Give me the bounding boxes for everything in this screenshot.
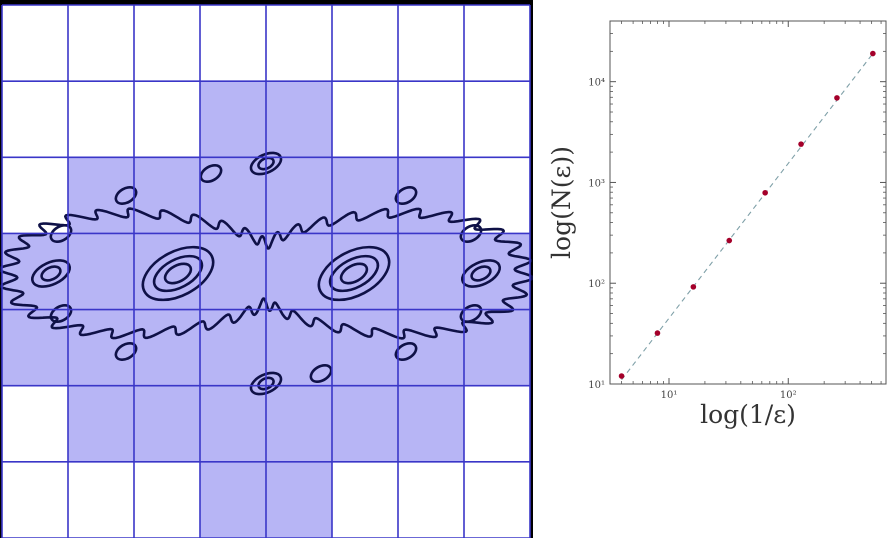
y-tick-label: 10¹: [588, 380, 605, 391]
fractal-side-loop: [30, 259, 72, 288]
fractal-side-loop: [40, 265, 62, 282]
covered-box: [398, 233, 464, 310]
fractal-bud: [394, 186, 418, 205]
data-point: [654, 330, 661, 336]
covered-box: [134, 157, 200, 234]
y-tick-label: 10³: [588, 178, 605, 189]
covered-box: [266, 385, 332, 462]
y-tick-label: 10²: [588, 279, 605, 290]
data-point: [726, 237, 733, 244]
fractal-side-loop: [470, 265, 492, 282]
covered-box: [200, 461, 266, 538]
covered-box: [134, 385, 200, 462]
fractal-bud: [114, 186, 138, 205]
covered-box: [68, 233, 134, 310]
data-point: [798, 141, 804, 147]
x-axis-label: log(1/ε): [700, 400, 796, 429]
fractal-bud: [459, 224, 483, 243]
covered-box: [266, 233, 332, 310]
covered-box: [332, 385, 398, 462]
fractal-outline: [0, 207, 533, 340]
log-log-chart: 10¹ 10² 10¹ 10² 10³ 10⁴ log(1/ε) log(N(ε)): [547, 20, 887, 429]
covered-box: [332, 309, 398, 386]
fractal-bud: [49, 304, 73, 323]
data-point: [870, 50, 876, 57]
scaling-plot-panel: 10¹ 10² 10¹ 10² 10³ 10⁴ log(1/ε) log(N(ε)): [533, 0, 894, 538]
covered-box: [200, 385, 266, 462]
fractal-inner-loop: [328, 254, 380, 293]
fractal-bud: [394, 342, 418, 361]
data-point: [834, 95, 840, 101]
fractal-bud: [459, 304, 483, 323]
grid-lines: [1, 4, 531, 538]
covered-box: [200, 81, 266, 158]
covered-box: [332, 157, 398, 234]
y-tick-label: 10⁴: [588, 78, 605, 89]
fractal-cap-loop: [257, 376, 275, 391]
plot-frame: [609, 20, 887, 385]
x-tick-label: 10¹: [661, 390, 678, 401]
fractal-side-loop: [460, 259, 502, 288]
fractal-curve: [0, 151, 533, 396]
covered-box: [266, 461, 332, 538]
fractal-bud: [309, 364, 333, 383]
fit-line: [621, 53, 874, 381]
fractal-inner-loop: [339, 262, 369, 285]
fractal-cap-loop: [257, 156, 275, 171]
y-axis-label: log(N(ε)): [547, 146, 576, 259]
data-point: [690, 284, 697, 290]
covered-box: [266, 157, 332, 234]
covered-box: [134, 309, 200, 386]
covered-box: [266, 81, 332, 158]
covered-box: [398, 385, 464, 462]
x-tick-label: 10²: [780, 390, 797, 401]
covered-box: [68, 385, 134, 462]
fractal-bud: [114, 342, 138, 361]
covered-box: [68, 309, 134, 386]
covered-box: [398, 309, 464, 386]
data-point: [762, 189, 768, 196]
fractal-inner-loop: [317, 245, 391, 302]
fractal-inner-loop: [152, 254, 204, 293]
fractal-bud: [49, 224, 73, 243]
fractal-inner-loop: [141, 245, 215, 302]
box-counting-grid-panel: [0, 0, 533, 538]
fractal-cap-loop: [249, 371, 283, 396]
fractal-inner-loop: [163, 262, 193, 285]
fractal-bud: [199, 164, 223, 183]
data-point: [618, 373, 625, 379]
covered-box: [68, 157, 134, 234]
covered-box: [200, 157, 266, 234]
box-grid-figure: [0, 4, 533, 538]
